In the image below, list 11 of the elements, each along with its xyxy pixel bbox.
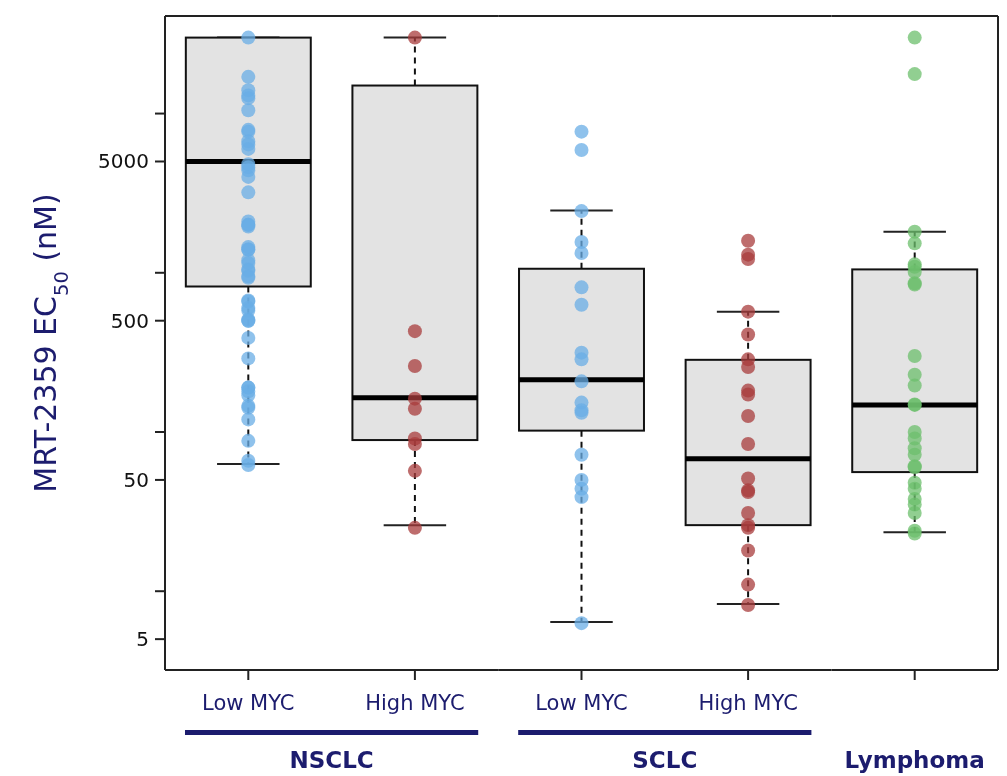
y-tick-label: 50 [123, 467, 149, 492]
x-tick-label: Lymphoma [844, 747, 985, 773]
x-tick-label: High MYC [698, 691, 798, 715]
x-axis-title: NSCLC [289, 747, 374, 773]
x-tick-label: Low MYC [535, 691, 628, 715]
y-tick-label: 5 [136, 627, 149, 652]
y-tick-label: 500 [110, 308, 149, 333]
x-tick-label: Low MYC [202, 691, 295, 715]
x-axis-title: SCLC [632, 747, 698, 773]
x-tick-label: High MYC [365, 691, 465, 715]
y-tick-label: 5000 [98, 149, 149, 174]
